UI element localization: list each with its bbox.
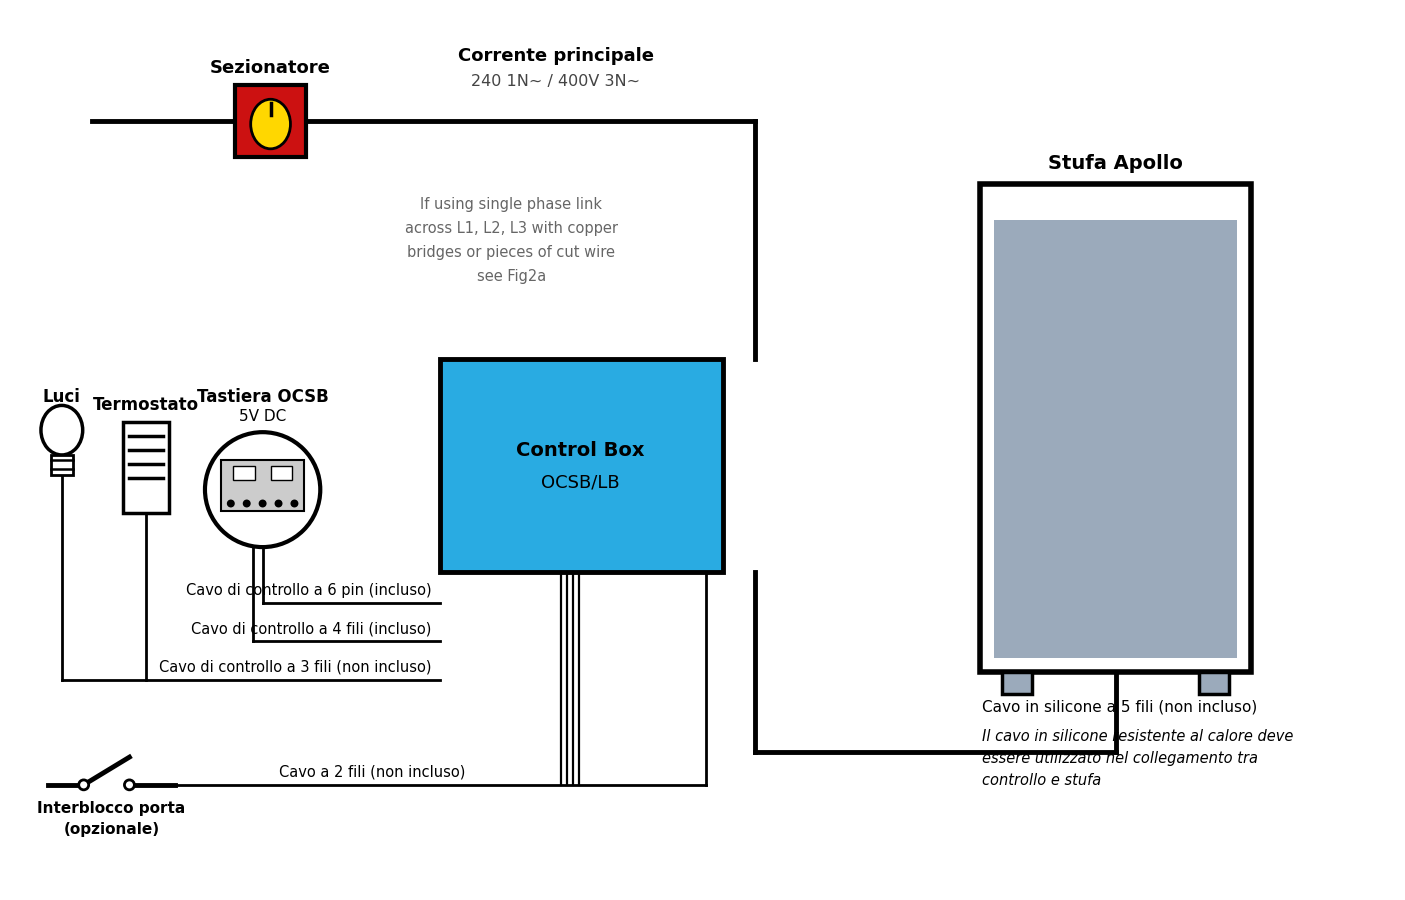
- Bar: [271, 466, 292, 480]
- Text: Interblocco porta
(opzionale): Interblocco porta (opzionale): [38, 801, 185, 837]
- Text: 5V DC: 5V DC: [239, 410, 287, 424]
- Text: Cavo di controllo a 3 fili (non incluso): Cavo di controllo a 3 fili (non incluso): [159, 660, 431, 675]
- Bar: [51, 455, 73, 475]
- Circle shape: [226, 500, 235, 508]
- Text: Termostato: Termostato: [93, 396, 200, 414]
- Text: Cavo in silicone a 5 fili (non incluso): Cavo in silicone a 5 fili (non incluso): [982, 699, 1257, 715]
- Text: Luci: Luci: [44, 389, 80, 407]
- Bar: [221, 460, 305, 511]
- Circle shape: [243, 500, 250, 508]
- Bar: [440, 359, 724, 572]
- Text: Cavo di controllo a 6 pin (incluso): Cavo di controllo a 6 pin (incluso): [185, 582, 431, 598]
- Text: Cavo a 2 fili (non incluso): Cavo a 2 fili (non incluso): [278, 765, 465, 780]
- Bar: [981, 184, 1250, 672]
- Circle shape: [79, 780, 89, 790]
- Bar: [1002, 672, 1033, 694]
- Circle shape: [291, 500, 298, 508]
- Circle shape: [125, 780, 135, 790]
- Ellipse shape: [41, 405, 83, 455]
- Text: Stufa Apollo: Stufa Apollo: [1048, 154, 1183, 173]
- Text: 240 1N~ / 400V 3N~: 240 1N~ / 400V 3N~: [471, 74, 641, 89]
- Text: OCSB/LB: OCSB/LB: [541, 473, 620, 491]
- Text: Corrente principale: Corrente principale: [458, 47, 653, 65]
- Bar: [235, 86, 306, 157]
- Text: Cavo di controllo a 4 fili (incluso): Cavo di controllo a 4 fili (incluso): [191, 621, 431, 636]
- Circle shape: [205, 432, 320, 547]
- Text: Il cavo in silicone resistente al calore deve
essere utilizzato nel collegamento: Il cavo in silicone resistente al calore…: [982, 729, 1294, 788]
- Circle shape: [274, 500, 282, 508]
- Bar: [124, 422, 169, 513]
- Text: Control Box: Control Box: [517, 442, 645, 461]
- Circle shape: [259, 500, 267, 508]
- Bar: [995, 220, 1236, 658]
- Text: If using single phase link
across L1, L2, L3 with copper
bridges or pieces of cu: If using single phase link across L1, L2…: [405, 197, 618, 284]
- Ellipse shape: [250, 99, 291, 148]
- Bar: [233, 466, 254, 480]
- Text: Tastiera OCSB: Tastiera OCSB: [197, 389, 329, 407]
- Bar: [995, 198, 1236, 220]
- Bar: [1198, 672, 1229, 694]
- Text: Sezionatore: Sezionatore: [211, 59, 332, 77]
